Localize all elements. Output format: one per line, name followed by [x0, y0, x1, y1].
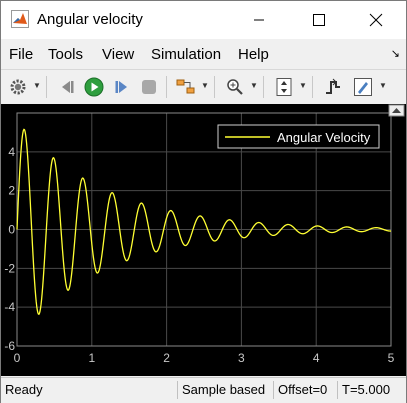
legend-box — [217, 124, 380, 149]
step-back-icon — [62, 81, 74, 93]
status-time: T=5.000 — [337, 381, 402, 399]
maximize-icon — [313, 14, 325, 26]
x-tick-label: 3 — [238, 351, 245, 365]
expand-icon — [392, 108, 401, 113]
gear-icon — [10, 79, 26, 95]
dock-arrow-icon[interactable]: ↘ — [390, 48, 400, 60]
close-icon — [369, 13, 383, 27]
y-tick-label: 4 — [8, 145, 15, 159]
status-offset: Offset=0 — [273, 381, 338, 399]
x-tick-label: 1 — [88, 351, 95, 365]
minimize-button[interactable] — [236, 1, 282, 39]
stop-icon — [142, 80, 156, 94]
chart-background — [1, 104, 406, 376]
x-tick-label: 2 — [163, 351, 170, 365]
step-forward-button[interactable] — [111, 76, 133, 98]
status-bar: Ready Sample based Offset=0 T=5.000 — [1, 377, 406, 403]
zoom-dropdown-icon[interactable]: ▼ — [250, 81, 258, 90]
play-icon — [84, 77, 104, 97]
status-sample-mode: Sample based — [177, 381, 275, 399]
minimize-icon — [254, 19, 264, 21]
stop-button[interactable] — [138, 76, 160, 98]
x-tick-label: 5 — [388, 351, 395, 365]
y-tick-label: 2 — [8, 184, 15, 198]
y-tick-label: 0 — [8, 223, 15, 237]
zoom-in-icon — [227, 79, 243, 95]
menu-bar: File Tools View Simulation Help ↘ — [1, 41, 406, 67]
status-ready: Ready — [5, 382, 43, 397]
style-button[interactable] — [352, 76, 374, 98]
scope-chart: 0 1 2 3 4 5 -6 -4 -2 0 2 4 Angular Velocity — [1, 104, 406, 376]
toolbar-separator — [312, 76, 313, 98]
menu-tools[interactable]: Tools — [48, 46, 84, 63]
title-bar[interactable]: Angular velocity — [1, 1, 406, 39]
style-dropdown-icon[interactable]: ▼ — [379, 81, 387, 90]
legend[interactable]: Angular Velocity — [217, 124, 380, 149]
toolbar: ▼ — [1, 69, 406, 104]
triggers-button[interactable] — [322, 76, 344, 98]
menu-help[interactable]: Help — [238, 46, 269, 63]
block-diagram-icon — [176, 79, 195, 94]
run-button[interactable] — [83, 76, 105, 98]
x-tick-label: 4 — [313, 351, 320, 365]
step-forward-icon — [115, 81, 127, 93]
scale-axes-button[interactable] — [273, 76, 295, 98]
y-tick-label: -6 — [4, 339, 15, 353]
settings-button[interactable] — [7, 76, 29, 98]
scale-dropdown-icon[interactable]: ▼ — [299, 81, 307, 90]
toolbar-separator — [46, 76, 47, 98]
step-back-button[interactable] — [56, 76, 78, 98]
pencil-icon — [354, 78, 372, 96]
highlight-dropdown-icon[interactable]: ▼ — [201, 81, 209, 90]
settings-dropdown-icon[interactable]: ▼ — [33, 81, 41, 90]
toolbar-separator — [166, 76, 167, 98]
menu-file[interactable]: File — [9, 46, 34, 63]
toolbar-separator — [263, 76, 264, 98]
x-tick-label: 0 — [14, 351, 21, 365]
series-line-angular-velocity — [16, 128, 391, 316]
menu-simulation[interactable]: Simulation — [151, 46, 222, 63]
y-tick-label: -2 — [4, 261, 15, 275]
scale-axes-icon — [276, 78, 292, 96]
zoom-button[interactable] — [224, 76, 246, 98]
y-tick-label: -4 — [4, 300, 15, 314]
legend-label: Angular Velocity — [277, 130, 371, 145]
plot-pane: 0 1 2 3 4 5 -6 -4 -2 0 2 4 Angular Velocity — [1, 104, 406, 376]
window-title: Angular velocity — [37, 11, 143, 28]
maximize-button[interactable] — [296, 1, 342, 39]
menu-view[interactable]: View — [102, 46, 135, 63]
toolbar-separator — [214, 76, 215, 98]
highlight-block-button[interactable] — [175, 76, 197, 98]
close-button[interactable] — [353, 1, 399, 39]
tick-labels: 0 1 2 3 4 5 -6 -4 -2 0 2 4 — [4, 145, 394, 365]
trigger-icon — [326, 78, 340, 94]
autoscale-toggle[interactable] — [388, 104, 405, 117]
matlab-logo-icon — [11, 10, 29, 28]
